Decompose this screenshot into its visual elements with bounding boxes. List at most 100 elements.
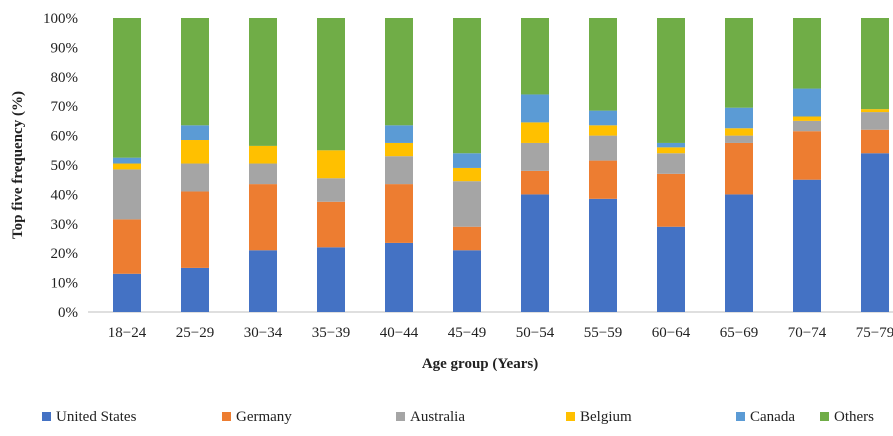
- y-tick-label: 90%: [51, 40, 79, 56]
- bar-segment: [113, 163, 141, 170]
- bar-segment: [453, 18, 481, 154]
- bar-segment: [725, 18, 753, 108]
- y-tick-label: 70%: [51, 99, 79, 115]
- bar-segment: [181, 140, 209, 164]
- bar-segment: [657, 153, 685, 174]
- x-tick-label: 45−49: [448, 325, 486, 341]
- bar-segment: [181, 191, 209, 268]
- legend-label: Belgium: [580, 409, 632, 425]
- bar-segment: [317, 178, 345, 202]
- x-tick-label: 65−69: [720, 325, 758, 341]
- legend-label: Others: [834, 409, 874, 425]
- legend-label: Australia: [410, 409, 465, 425]
- bar-segment: [725, 142, 753, 195]
- bar-segment: [657, 18, 685, 143]
- bar-segment: [385, 156, 413, 185]
- bar-segment: [861, 153, 889, 312]
- y-tick-label: 20%: [51, 246, 79, 262]
- bar-segment: [249, 250, 277, 312]
- y-axis-title: Top five frequency (%): [10, 91, 26, 239]
- bar-segment: [589, 18, 617, 111]
- legend-swatch: [396, 412, 405, 421]
- bar-segment: [453, 226, 481, 251]
- bar-segment: [589, 160, 617, 199]
- bar-segment: [249, 18, 277, 146]
- bar-segment: [317, 18, 345, 151]
- y-tick-label: 60%: [51, 129, 79, 145]
- bar-segment: [113, 18, 141, 158]
- x-tick-label: 25−29: [176, 325, 214, 341]
- legend: United States Germany Australia Belgium Cana…: [42, 409, 874, 425]
- bar-segment: [589, 135, 617, 161]
- bar-segment: [385, 242, 413, 312]
- bar-segment: [453, 153, 481, 168]
- bar-segment: [385, 184, 413, 243]
- x-axis-title: Age group (Years): [422, 356, 538, 372]
- bar-segment: [861, 109, 889, 113]
- bar-segment: [793, 116, 821, 121]
- y-axis-ticks: 0% 10% 20% 30% 40% 50% 60% 70% 80% 90% 100%: [43, 11, 78, 321]
- bar-segment: [249, 145, 277, 164]
- y-tick-label: 10%: [51, 276, 79, 292]
- bar-segment: [521, 122, 549, 143]
- bar-segment: [861, 112, 889, 130]
- y-tick-label: 30%: [51, 217, 79, 233]
- x-tick-label: 35−39: [312, 325, 350, 341]
- legend-label: Canada: [750, 409, 795, 425]
- bar-segment: [521, 170, 549, 195]
- bar-segment: [657, 173, 685, 227]
- bar-segment: [521, 194, 549, 312]
- bar-segment: [317, 247, 345, 312]
- y-tick-label: 80%: [51, 70, 79, 86]
- bar-segment: [861, 18, 889, 110]
- legend-swatch: [820, 412, 829, 421]
- legend-swatch: [566, 412, 575, 421]
- bar-segment: [521, 94, 549, 123]
- bar-segment: [385, 18, 413, 126]
- bar-segment: [113, 273, 141, 312]
- x-tick-label: 75−79: [856, 325, 893, 341]
- x-axis-ticks: 18−24 25−29 30−34 35−39 40−44 45−49 50−54 55−59…: [108, 325, 893, 341]
- x-tick-label: 30−34: [244, 325, 283, 341]
- bar-segment: [181, 125, 209, 141]
- bar-segment: [589, 125, 617, 136]
- legend-label: Germany: [236, 409, 292, 425]
- x-tick-label: 40−44: [380, 325, 419, 341]
- legend-swatch: [222, 412, 231, 421]
- bar-segment: [793, 120, 821, 132]
- bar-segment: [657, 226, 685, 312]
- bar-segment: [521, 18, 549, 95]
- bar-segment: [725, 128, 753, 136]
- bar-segment: [725, 194, 753, 312]
- bar-segment: [725, 135, 753, 143]
- x-tick-label: 50−54: [516, 325, 555, 341]
- x-tick-label: 18−24: [108, 325, 147, 341]
- x-tick-label: 70−74: [788, 325, 827, 341]
- bar-segment: [793, 131, 821, 180]
- y-tick-label: 40%: [51, 187, 79, 203]
- bar-segment: [181, 267, 209, 312]
- legend-swatch: [736, 412, 745, 421]
- bar-segment: [317, 150, 345, 179]
- legend-swatch: [42, 412, 51, 421]
- bar-segment: [181, 163, 209, 192]
- bar-segment: [113, 169, 141, 220]
- bar-segment: [793, 18, 821, 89]
- bar-segment: [453, 181, 481, 227]
- bar-segment: [113, 157, 141, 164]
- bar-segment: [453, 167, 481, 182]
- bar-segment: [113, 219, 141, 274]
- x-tick-label: 60−64: [652, 325, 691, 341]
- legend-label: United States: [56, 409, 137, 425]
- bar-segment: [249, 163, 277, 185]
- bar-segment: [317, 201, 345, 248]
- bar-segment: [385, 125, 413, 143]
- bar-segment: [453, 250, 481, 312]
- bar-segment: [521, 142, 549, 171]
- bar-segment: [793, 179, 821, 312]
- bar-segment: [793, 88, 821, 117]
- bar-segment: [589, 198, 617, 312]
- x-tick-label: 55−59: [584, 325, 622, 341]
